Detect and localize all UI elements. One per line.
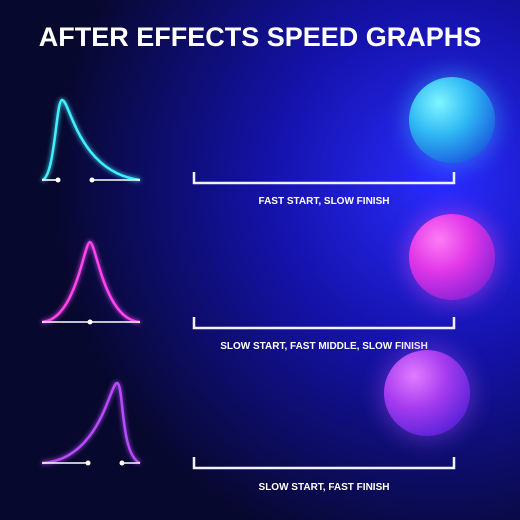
sphere: [409, 214, 495, 300]
row: SLOW START, FAST MIDDLE, SLOW FINISH: [41, 209, 500, 352]
row: SLOW START, FAST FINISH: [41, 345, 475, 493]
keyframe: [55, 177, 61, 183]
bracket: [192, 317, 456, 330]
sphere: [409, 77, 495, 163]
row-label: SLOW START, FAST FINISH: [259, 482, 390, 493]
keyframe: [89, 177, 95, 183]
keyframe: [85, 460, 91, 466]
title: AFTER EFFECTS SPEED GRAPHS: [39, 22, 482, 52]
keyframe: [119, 460, 125, 466]
speed-graph: [41, 240, 141, 324]
speed-graph: [41, 98, 141, 182]
keyframe: [87, 319, 93, 325]
row-label: SLOW START, FAST MIDDLE, SLOW FINISH: [220, 341, 428, 352]
row-label: FAST START, SLOW FINISH: [259, 196, 390, 207]
speed-graph: [41, 381, 141, 465]
row: FAST START, SLOW FINISH: [41, 72, 500, 207]
bracket: [192, 172, 456, 185]
bracket: [192, 457, 456, 470]
sphere: [384, 350, 470, 436]
